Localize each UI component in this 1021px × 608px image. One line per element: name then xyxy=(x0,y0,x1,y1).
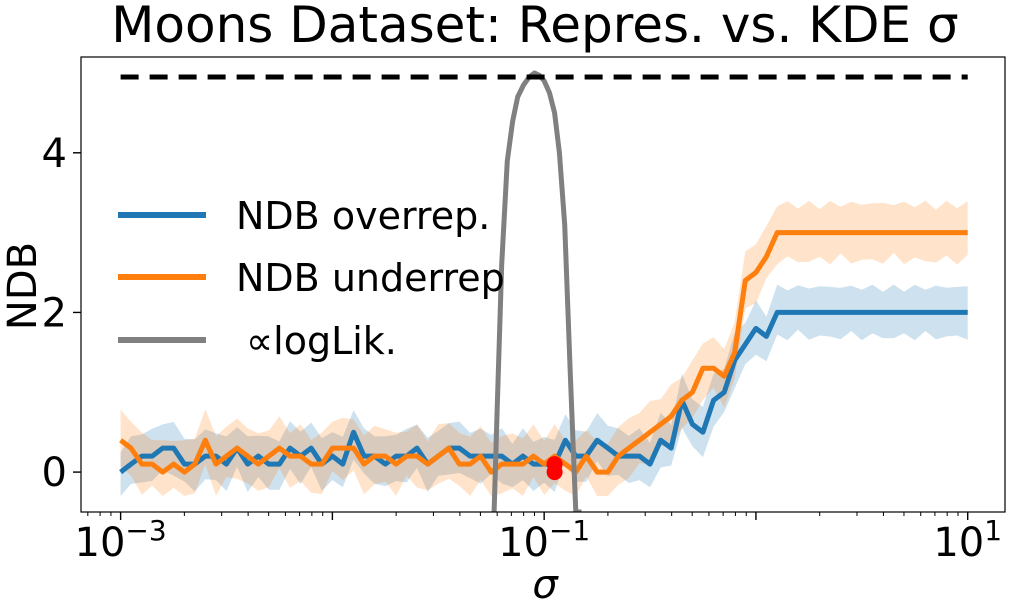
legend-label-overrep: NDB overrep. xyxy=(236,194,490,238)
x-tick-label-2: 101 xyxy=(933,514,1002,566)
band-series-0 xyxy=(120,284,968,496)
legend-label-underrep: NDB underrep xyxy=(236,256,505,300)
plot-area xyxy=(119,70,968,512)
chart-title: Moons Dataset: Repres. vs. KDE σ xyxy=(111,0,958,54)
y-axis-label: NDB xyxy=(0,242,46,330)
loglik-layer xyxy=(491,70,582,512)
y-axis-ticks: 0 2 4 xyxy=(42,131,81,496)
x-tick-label-0: 10−3 xyxy=(75,514,167,566)
y-tick-label-2: 4 xyxy=(42,131,67,177)
x-tick-label-1: 10−1 xyxy=(498,514,590,566)
y-tick-label-1: 2 xyxy=(42,290,67,336)
loglik-curve xyxy=(491,70,582,512)
line-series-1 xyxy=(119,230,968,475)
series-lines xyxy=(119,230,968,475)
legend: NDB overrep. NDB underrep ∝logLik. xyxy=(118,194,505,363)
x-axis-label: σ xyxy=(532,562,559,608)
y-tick-label-0: 0 xyxy=(42,450,67,496)
legend-label-loglik: ∝logLik. xyxy=(246,319,397,363)
marker-point-1 xyxy=(546,456,563,473)
marker-layer xyxy=(546,456,563,481)
axes-frame xyxy=(80,56,1006,513)
x-axis-ticks: 10−3 10−1 101 xyxy=(75,512,1002,566)
